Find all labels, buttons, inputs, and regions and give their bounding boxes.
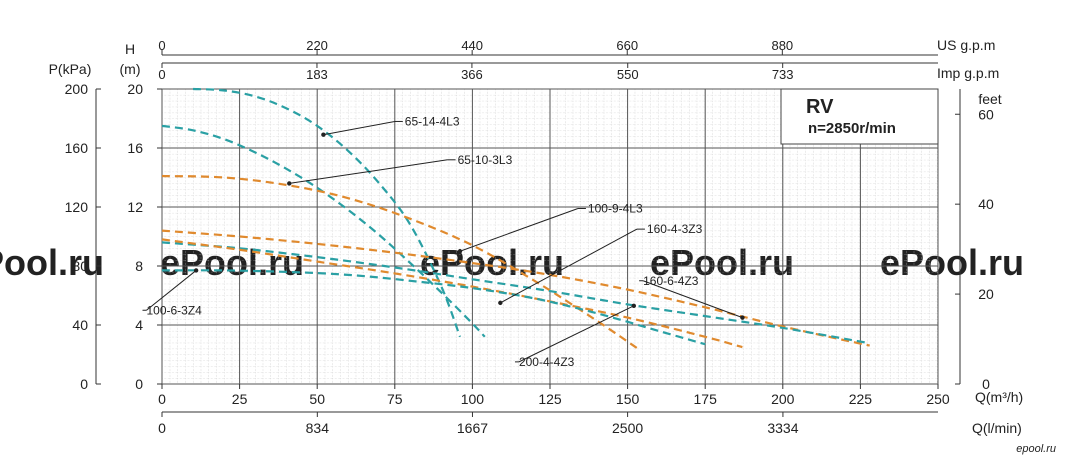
annotation-label: 65-14-4L3 bbox=[405, 114, 460, 128]
lmin-tick-label: 1667 bbox=[457, 420, 488, 436]
h-tick-label: 12 bbox=[127, 199, 143, 215]
x-tick-label: 100 bbox=[461, 391, 485, 407]
annotation-dot bbox=[287, 181, 292, 186]
us-tick-label: 880 bbox=[771, 38, 793, 53]
kpa-axis-label: P(kPa) bbox=[49, 61, 92, 77]
us-tick-label: 660 bbox=[616, 38, 638, 53]
annotation-leader bbox=[459, 208, 579, 252]
imp-tick-label: 733 bbox=[772, 67, 794, 82]
us-tick-label: 220 bbox=[306, 38, 328, 53]
feet-tick-label: 40 bbox=[978, 196, 994, 212]
annotation-leader bbox=[518, 305, 635, 363]
watermark-text: ePool.ru bbox=[0, 242, 104, 283]
h-tick-label: 20 bbox=[127, 81, 143, 97]
annotation-dot bbox=[740, 315, 745, 320]
annotation-dot bbox=[457, 249, 463, 254]
annotation-label: 160-6-4Z3 bbox=[643, 274, 699, 288]
feet-axis-label: feet bbox=[978, 91, 1001, 107]
x-tick-label: 175 bbox=[694, 391, 718, 407]
x-axis-label: Q(m³/h) bbox=[975, 389, 1023, 405]
kpa-tick-label: 160 bbox=[65, 140, 89, 156]
us-tick-label: 0 bbox=[158, 38, 165, 53]
annotation-label: 100-6-3Z4 bbox=[146, 303, 202, 317]
h-tick-label: 16 bbox=[127, 140, 143, 156]
x-tick-label: 125 bbox=[538, 391, 562, 407]
h-tick-label: 8 bbox=[135, 258, 143, 274]
imp-tick-label: 366 bbox=[461, 67, 483, 82]
series-line-200-4-4Z3 bbox=[161, 238, 743, 349]
lmin-tick-label: 3334 bbox=[767, 420, 798, 436]
series-line-160-6-4Z3 bbox=[161, 241, 867, 344]
feet-tick-label: 60 bbox=[978, 106, 994, 122]
imp-axis-label: Imp g.p.m bbox=[937, 65, 999, 81]
x-tick-label: 25 bbox=[232, 391, 248, 407]
annotation-label: 200-4-4Z3 bbox=[519, 355, 575, 369]
x-tick-label: 75 bbox=[387, 391, 403, 407]
kpa-tick-label: 0 bbox=[80, 376, 88, 392]
annotation-leader bbox=[500, 228, 638, 304]
kpa-tick-label: 40 bbox=[72, 317, 88, 333]
annotation-leader bbox=[323, 120, 395, 136]
imp-tick-label: 0 bbox=[158, 67, 165, 82]
annotation-leader bbox=[146, 270, 197, 311]
series-line-65-10-3L3 bbox=[161, 124, 486, 338]
imp-tick-label: 550 bbox=[617, 67, 639, 82]
annotation-label: 160-4-3Z3 bbox=[647, 222, 703, 236]
legend-box: RV n=2850r/min bbox=[780, 88, 939, 145]
annotation-dot bbox=[193, 268, 199, 273]
major-grid bbox=[161, 88, 939, 385]
kpa-tick-label: 200 bbox=[65, 81, 89, 97]
h-axis-unit: (m) bbox=[120, 61, 141, 77]
logo: epool.ru bbox=[1016, 443, 1056, 455]
series-layer bbox=[161, 87, 870, 352]
annotation-label: 100-9-4L3 bbox=[588, 201, 643, 215]
us-tick-label: 440 bbox=[461, 38, 483, 53]
box-subtitle: n=2850r/min bbox=[808, 120, 896, 137]
series-line-100-6-3Z4 bbox=[161, 269, 706, 346]
x-tick-label: 225 bbox=[849, 391, 873, 407]
h-axis-label: H bbox=[125, 41, 135, 57]
x-tick-label: 200 bbox=[771, 391, 795, 407]
x-tick-label: 0 bbox=[158, 391, 166, 407]
x-tick-label: 150 bbox=[616, 391, 640, 407]
axes-layer: 0 25 50 75 100 125 150 175 200 225 250 Q(m³/h)0 834 1… bbox=[49, 37, 1024, 436]
annotation-dot bbox=[631, 303, 637, 309]
x-tick-label: 250 bbox=[926, 391, 950, 407]
annotation-layer: 65-14-4L3 65-10-3L3 100-9-4L3 160-4-3Z3 160-… bbox=[142, 114, 745, 369]
kpa-tick-label: 80 bbox=[72, 258, 88, 274]
lmin-axis-label: Q(l/min) bbox=[972, 420, 1022, 436]
annotation-dot bbox=[498, 300, 503, 306]
kpa-tick-label: 120 bbox=[65, 199, 89, 215]
box-title: RV bbox=[806, 96, 834, 118]
h-tick-label: 4 bbox=[135, 317, 143, 333]
lmin-tick-label: 0 bbox=[158, 420, 166, 436]
series-line-160-4-3Z3 bbox=[161, 229, 870, 347]
x-tick-label: 50 bbox=[309, 391, 325, 407]
annotation-leader bbox=[642, 280, 743, 319]
lmin-tick-label: 2500 bbox=[612, 420, 643, 436]
h-tick-label: 0 bbox=[135, 376, 143, 392]
feet-tick-label: 20 bbox=[978, 286, 994, 302]
us-axis-label: US g.p.m bbox=[937, 37, 995, 53]
lmin-tick-label: 834 bbox=[306, 420, 330, 436]
annotation-leader bbox=[289, 159, 448, 184]
feet-tick-label: 0 bbox=[982, 376, 990, 392]
annotation-label: 65-10-3L3 bbox=[458, 153, 513, 167]
annotation-dot bbox=[321, 132, 326, 137]
imp-tick-label: 183 bbox=[306, 67, 328, 82]
